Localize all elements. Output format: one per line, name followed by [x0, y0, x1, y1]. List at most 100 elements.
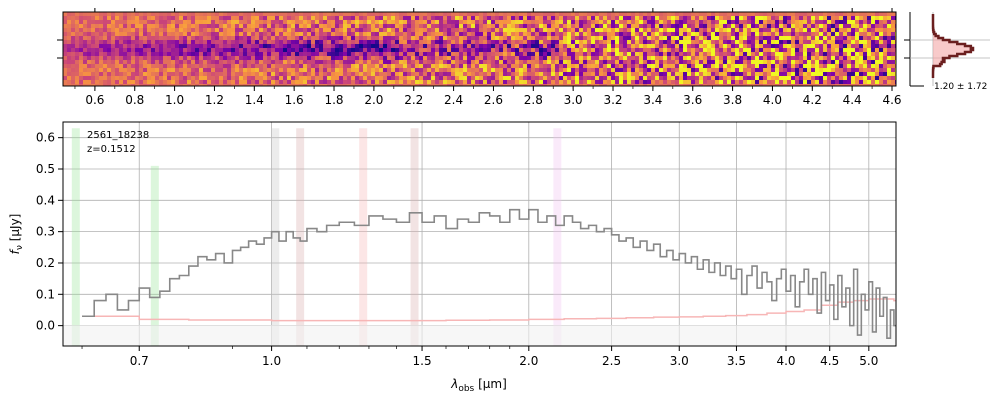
- heatmap-cell: [63, 72, 67, 76]
- heatmap-cell: [651, 64, 655, 68]
- heatmap-cell: [419, 16, 423, 20]
- heatmap-cell: [547, 32, 551, 36]
- heatmap-cell: [271, 64, 275, 68]
- heatmap-cell: [839, 72, 843, 76]
- heatmap-cell: [711, 40, 715, 44]
- heatmap-cell: [571, 48, 575, 52]
- heatmap-cell: [319, 68, 323, 72]
- heatmap-cell: [815, 32, 819, 36]
- heatmap-cell: [479, 32, 483, 36]
- heatmap-cell: [83, 44, 87, 48]
- heatmap-cell: [663, 48, 667, 52]
- heatmap-cell: [531, 40, 535, 44]
- heatmap-cell: [435, 32, 439, 36]
- heatmap-cell: [471, 40, 475, 44]
- heatmap-cell: [759, 48, 763, 52]
- heatmap-cell: [255, 48, 259, 52]
- heatmap-cell: [755, 68, 759, 72]
- heatmap-cell: [327, 20, 331, 24]
- heatmap-cell: [171, 64, 175, 68]
- heatmap-cell: [603, 76, 607, 80]
- heatmap-cell: [871, 16, 875, 20]
- heatmap-cell: [235, 20, 239, 24]
- heatmap-cell: [403, 44, 407, 48]
- heatmap-cell: [403, 28, 407, 32]
- heatmap-cell: [671, 20, 675, 24]
- heatmap-cell: [271, 32, 275, 36]
- heatmap-cell: [231, 56, 235, 60]
- heatmap-cell: [359, 84, 363, 86]
- heatmap-cell: [707, 28, 711, 32]
- heatmap-cell: [111, 24, 115, 28]
- heatmap-cell: [679, 56, 683, 60]
- heatmap-cell: [371, 56, 375, 60]
- heatmap-cell: [227, 40, 231, 44]
- heatmap-cell: [771, 44, 775, 48]
- heatmap-cell: [435, 84, 439, 86]
- heatmap-cell: [355, 64, 359, 68]
- heatmap-cell: [111, 76, 115, 80]
- heatmap-cell: [343, 76, 347, 80]
- heatmap-cell: [163, 80, 167, 84]
- heatmap-cell: [423, 64, 427, 68]
- heatmap-cell: [311, 24, 315, 28]
- heatmap-cell: [591, 72, 595, 76]
- heatmap-cell: [183, 64, 187, 68]
- heatmap-cell: [79, 12, 83, 16]
- heatmap-cell: [675, 60, 679, 64]
- heatmap-cell: [579, 56, 583, 60]
- heatmap-cell: [847, 76, 851, 80]
- heatmap-cell: [559, 48, 563, 52]
- heatmap-cell: [311, 32, 315, 36]
- heatmap-cell: [279, 52, 283, 56]
- heatmap-cell: [243, 68, 247, 72]
- heatmap-cell: [647, 80, 651, 84]
- heatmap-cell: [227, 80, 231, 84]
- heatmap-cell: [79, 60, 83, 64]
- heatmap-cell: [759, 36, 763, 40]
- heatmap-cell: [135, 64, 139, 68]
- heatmap-cell: [383, 80, 387, 84]
- heatmap-cell: [775, 32, 779, 36]
- heatmap-cell: [399, 28, 403, 32]
- heatmap-cell: [707, 56, 711, 60]
- heatmap-cell: [171, 16, 175, 20]
- heatmap-cell: [143, 64, 147, 68]
- heatmap-cell: [639, 36, 643, 40]
- heatmap-cell: [583, 68, 587, 72]
- heatmap-cell: [871, 24, 875, 28]
- heatmap-cell: [551, 84, 555, 86]
- heatmap-cell: [311, 20, 315, 24]
- heatmap-cell: [695, 68, 699, 72]
- heatmap-cell: [483, 52, 487, 56]
- heatmap-cell: [215, 12, 219, 16]
- spectrum-2d-xtick-label: 3.4: [643, 93, 662, 107]
- heatmap-cell: [583, 28, 587, 32]
- heatmap-cell: [475, 12, 479, 16]
- heatmap-cell: [147, 60, 151, 64]
- heatmap-cell: [283, 80, 287, 84]
- heatmap-cell: [879, 36, 883, 40]
- heatmap-cell: [615, 60, 619, 64]
- heatmap-cell: [495, 40, 499, 44]
- heatmap-cell: [827, 56, 831, 60]
- heatmap-cell: [391, 56, 395, 60]
- heatmap-cell: [843, 76, 847, 80]
- heatmap-cell: [855, 12, 859, 16]
- heatmap-cell: [239, 24, 243, 28]
- heatmap-cell: [503, 40, 507, 44]
- heatmap-cell: [327, 80, 331, 84]
- heatmap-cell: [215, 76, 219, 80]
- heatmap-cell: [567, 80, 571, 84]
- heatmap-cell: [187, 48, 191, 52]
- heatmap-cell: [79, 16, 83, 20]
- heatmap-cell: [335, 16, 339, 20]
- heatmap-cell: [795, 36, 799, 40]
- heatmap-cell: [467, 40, 471, 44]
- heatmap-cell: [643, 72, 647, 76]
- heatmap-cell: [671, 68, 675, 72]
- heatmap-cell: [447, 72, 451, 76]
- heatmap-cell: [655, 36, 659, 40]
- heatmap-cell: [91, 24, 95, 28]
- heatmap-cell: [267, 68, 271, 72]
